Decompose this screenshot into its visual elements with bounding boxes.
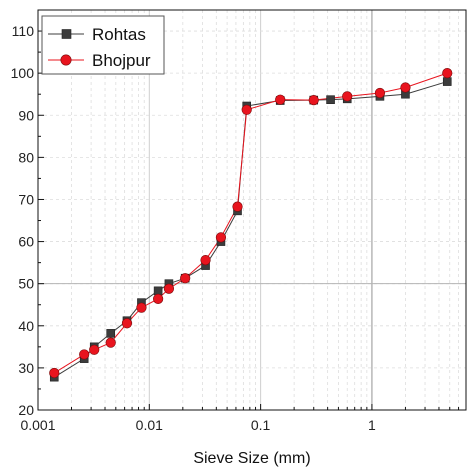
data-point-bhojpur xyxy=(163,283,175,294)
series-layer xyxy=(49,68,453,382)
axis-ticks: 20 30 40 50 60 70 80 90 100 110 0.001 0.01 0.1 1 xyxy=(11,9,467,433)
legend-label-rohtas: Rohtas xyxy=(92,25,146,44)
y-tick-label: 30 xyxy=(18,360,34,376)
data-point-bhojpur xyxy=(136,302,147,313)
legend-items: Rohtas Bhojpur xyxy=(48,25,151,70)
legend-label-bhojpur: Bhojpur xyxy=(92,51,151,70)
data-point-bhojpur xyxy=(200,255,211,266)
legend-box xyxy=(41,15,165,75)
data-point-bhojpur xyxy=(89,344,100,355)
legend-marker-bhojpur xyxy=(60,54,72,66)
x-tick-label: 0.1 xyxy=(251,417,271,433)
legend-marker-rohtas xyxy=(61,29,72,39)
plot-frame xyxy=(37,9,467,411)
legend: Rohtas Bhojpur xyxy=(41,15,165,75)
y-tick-label: 90 xyxy=(18,107,34,123)
x-axis-title: Sieve Size (mm) xyxy=(193,450,310,467)
x-tick-label: 0.001 xyxy=(20,417,55,433)
y-tick-label: 110 xyxy=(12,23,35,39)
data-point-bhojpur xyxy=(241,104,252,115)
data-point-bhojpur xyxy=(180,273,191,284)
data-point-rohtas xyxy=(153,286,163,296)
data-point-bhojpur xyxy=(442,68,453,79)
y-tick-label: 40 xyxy=(18,318,34,334)
x-tick-label: 1 xyxy=(368,417,376,433)
data-point-rohtas xyxy=(442,77,452,86)
data-point-bhojpur xyxy=(342,91,353,102)
data-point-bhojpur xyxy=(153,293,164,304)
x-tick-label: 0.01 xyxy=(136,417,163,433)
y-tick-label: 100 xyxy=(11,65,35,81)
data-point-bhojpur xyxy=(121,318,133,329)
data-point-bhojpur xyxy=(400,82,411,93)
data-point-bhojpur xyxy=(79,349,90,360)
data-point-bhojpur xyxy=(308,95,319,106)
data-point-bhojpur xyxy=(374,87,386,99)
data-point-bhojpur xyxy=(232,201,243,212)
y-tick-label: 70 xyxy=(18,191,34,207)
y-tick-label: 60 xyxy=(18,234,34,250)
data-point-rohtas xyxy=(106,329,116,338)
data-point-bhojpur xyxy=(49,367,60,379)
data-point-bhojpur xyxy=(105,337,116,348)
y-tick-label: 20 xyxy=(18,402,34,418)
data-point-bhojpur xyxy=(275,94,286,105)
y-tick-label: 50 xyxy=(18,276,34,292)
y-tick-label: 80 xyxy=(18,149,34,165)
data-point-bhojpur xyxy=(215,232,227,243)
data-point-rohtas xyxy=(326,95,335,104)
